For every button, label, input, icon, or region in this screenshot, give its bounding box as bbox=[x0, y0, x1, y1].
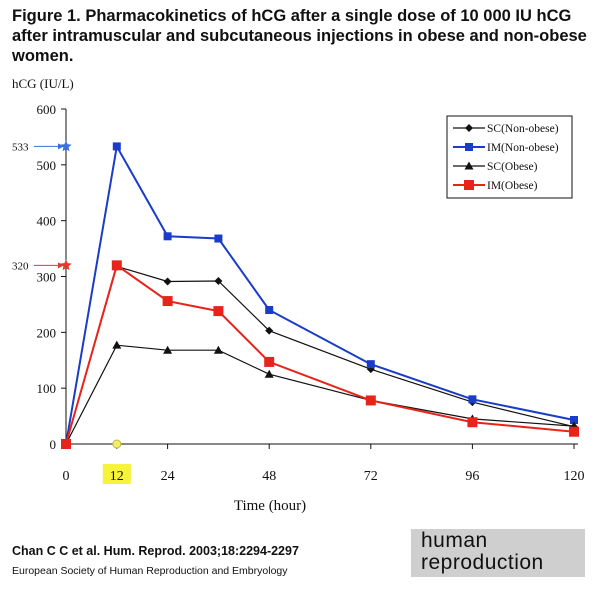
data-point bbox=[465, 143, 473, 151]
data-point bbox=[163, 345, 173, 354]
data-point bbox=[163, 232, 172, 241]
y-tick-label: 300 bbox=[37, 270, 57, 285]
annotation-arrowhead bbox=[58, 143, 64, 150]
annotation-star-icon bbox=[60, 140, 72, 152]
data-point bbox=[464, 180, 474, 190]
y-tick-label: 600 bbox=[37, 102, 57, 117]
series-im-obese bbox=[61, 260, 579, 449]
legend-item: IM(Non-obese) bbox=[453, 142, 559, 154]
logo-text-human: human bbox=[421, 529, 488, 552]
legend-label: IM(Non-obese) bbox=[487, 142, 559, 154]
annotations: 533 320 bbox=[12, 140, 72, 272]
x-tick-highlight bbox=[102, 464, 131, 484]
x-tick-label: 96 bbox=[465, 469, 479, 484]
y-axis-label: hCG (IU/L) bbox=[12, 76, 74, 91]
annotation-label: 533 bbox=[12, 141, 29, 153]
data-point bbox=[265, 306, 274, 314]
data-point bbox=[264, 356, 275, 367]
data-point bbox=[366, 360, 375, 369]
data-point bbox=[569, 426, 579, 437]
data-point bbox=[464, 161, 474, 170]
series-line bbox=[65, 344, 575, 445]
x-tick-label: 48 bbox=[262, 469, 276, 484]
y-tick-label: 200 bbox=[37, 325, 57, 340]
data-point bbox=[112, 142, 121, 151]
data-point bbox=[213, 345, 223, 354]
y-tick-label: 100 bbox=[37, 381, 57, 396]
x-tick-label: 12 bbox=[110, 469, 124, 484]
data-point bbox=[214, 234, 223, 243]
figure-title: Figure 1. Pharmacokinetics of hCG after … bbox=[12, 7, 587, 65]
x-tick-label: 0 bbox=[63, 469, 70, 484]
data-point bbox=[264, 369, 274, 378]
legend-label: IM(Obese) bbox=[487, 180, 538, 192]
x-ticks: 0 12 24 48 72 96 120 bbox=[63, 439, 585, 484]
series-line bbox=[65, 143, 575, 445]
data-point bbox=[265, 326, 274, 335]
data-point bbox=[467, 417, 478, 428]
series-sc-obese bbox=[61, 340, 579, 448]
series-line bbox=[65, 265, 575, 445]
legend-label: SC(Non-obese) bbox=[487, 123, 559, 135]
legend-label: SC(Obese) bbox=[487, 161, 538, 173]
series-line bbox=[65, 263, 575, 445]
citation: Chan C C et al. Hum. Reprod. 2003;18:229… bbox=[12, 544, 299, 558]
data-point bbox=[214, 276, 223, 285]
society-name: European Society of Human Reproduction a… bbox=[12, 565, 288, 577]
data-point bbox=[465, 124, 473, 132]
logo-text-reproduction: reproduction bbox=[421, 551, 544, 574]
pharmacokinetics-chart: hCG (IU/L) Time (hour) 0 100 200 300 400 500 6… bbox=[12, 76, 585, 514]
series-layer bbox=[61, 142, 579, 449]
y-tick-label: 500 bbox=[37, 158, 57, 173]
legend-item: IM(Obese) bbox=[453, 180, 538, 192]
data-point bbox=[61, 439, 71, 449]
annotation-arrowhead bbox=[58, 262, 64, 269]
legend-item: SC(Obese) bbox=[453, 161, 538, 173]
legend: SC(Non-obese) IM(Non-obese) SC(Obese) IM(Ob… bbox=[446, 115, 573, 199]
series-sc-non-obese bbox=[62, 262, 578, 448]
data-point bbox=[468, 395, 477, 404]
data-point bbox=[213, 306, 224, 317]
data-point bbox=[112, 340, 122, 349]
x-tick-label: 72 bbox=[364, 469, 378, 484]
data-point bbox=[570, 415, 578, 424]
data-point bbox=[111, 260, 122, 271]
legend-item: SC(Non-obese) bbox=[453, 123, 559, 135]
y-tick-label: 0 bbox=[50, 437, 57, 452]
annotation-label: 320 bbox=[12, 260, 29, 272]
highlight-dot bbox=[112, 439, 122, 449]
x-axis-label: Time (hour) bbox=[234, 498, 306, 514]
x-tick-label: 120 bbox=[564, 469, 585, 484]
y-ticks: 0 100 200 300 400 500 600 bbox=[37, 102, 66, 452]
x-tick-label: 24 bbox=[161, 469, 175, 484]
journal-logo[interactable]: human reproduction bbox=[411, 529, 585, 577]
data-point bbox=[163, 277, 172, 286]
y-tick-label: 400 bbox=[37, 214, 57, 229]
data-point bbox=[162, 296, 173, 307]
annotation-star-icon bbox=[60, 259, 72, 271]
data-point bbox=[365, 395, 376, 406]
